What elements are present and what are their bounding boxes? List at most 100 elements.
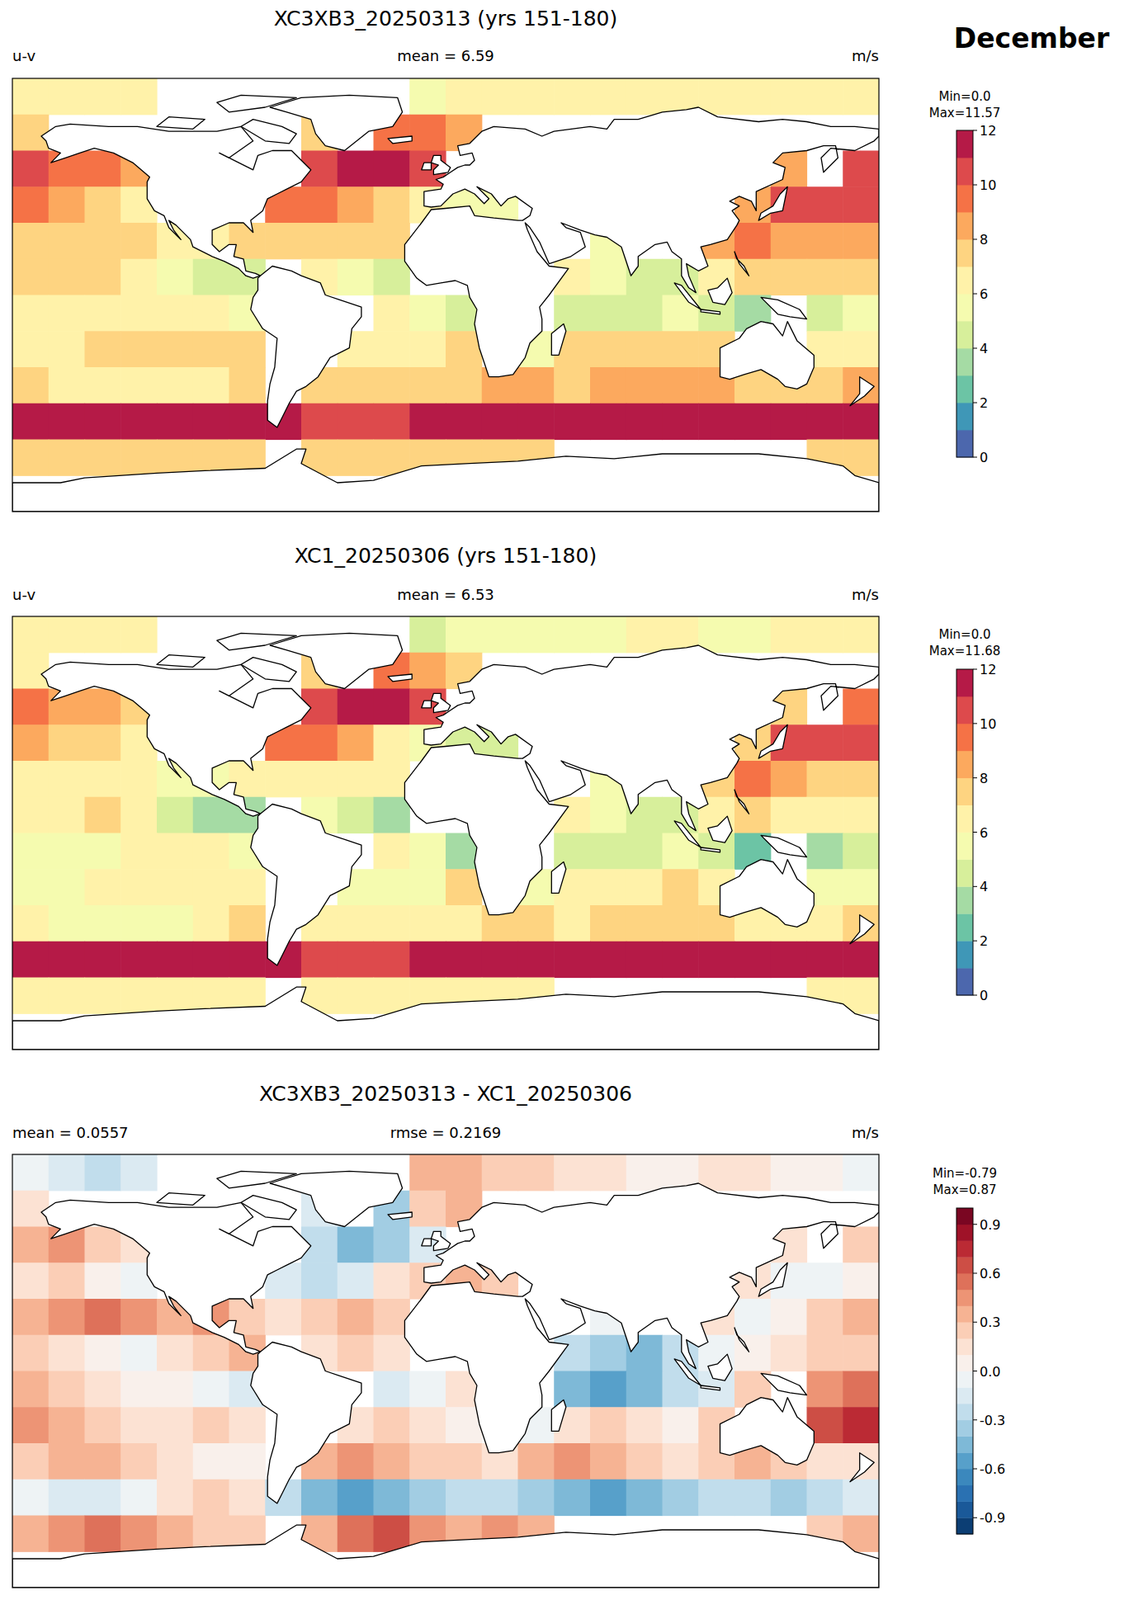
grid-cell [553, 295, 591, 332]
coastline [431, 155, 451, 175]
coastline [421, 700, 432, 709]
grid-cell [120, 1335, 157, 1372]
coastline [217, 632, 297, 650]
coastline [156, 1193, 205, 1206]
grid-cell [85, 151, 122, 188]
grid-cell [12, 616, 49, 653]
colorbar-band [956, 212, 973, 240]
colorbar-band [956, 321, 973, 349]
grid-cell [120, 760, 157, 798]
grid-cell [337, 1443, 374, 1480]
grid-cell [301, 222, 338, 260]
grid-cell [301, 760, 338, 798]
grid-cell [770, 222, 808, 260]
grid-cell [626, 1407, 663, 1444]
colorbar-frame [956, 669, 973, 996]
colorbar-band [956, 1306, 973, 1323]
grid-cell [842, 1371, 879, 1408]
plot-background [12, 1154, 879, 1588]
coastline [404, 107, 879, 378]
grid-cell [193, 1443, 230, 1480]
grid-cell [842, 259, 879, 296]
grid-cell [85, 833, 122, 870]
grid-cell [337, 1227, 374, 1264]
colorbar-tick [972, 1419, 978, 1421]
colorbar: 024681012Min=0.0Max=11.68 [929, 627, 1002, 1004]
coastline [551, 324, 567, 356]
colorbar-band [956, 750, 973, 779]
grid-cell [842, 295, 879, 332]
grid-cell [337, 1479, 374, 1517]
grid-cell [156, 439, 194, 477]
colorbar-tick-label: 2 [979, 933, 988, 950]
grid-cell [518, 78, 555, 115]
colorbar-band [956, 1224, 973, 1242]
grid-cell [48, 941, 86, 978]
colorbar-max: Max=11.57 [929, 105, 1002, 121]
grid-cell [662, 905, 700, 942]
grid-cell [807, 259, 844, 296]
grid-cell [770, 1154, 808, 1191]
grid-cell [120, 439, 157, 477]
colorbar-tick [972, 239, 978, 241]
grid-cell [193, 905, 230, 942]
colorbar-band [956, 1338, 973, 1356]
grid-cell [445, 1443, 482, 1480]
colorbar-tick [972, 886, 978, 888]
colorbar-max: Max=0.87 [933, 1182, 997, 1198]
grid-cell [770, 941, 808, 978]
grid-cell [12, 1154, 49, 1191]
grid-cell [445, 905, 482, 942]
grid-cell [590, 1335, 627, 1372]
grid-cell [626, 1443, 663, 1480]
colorbar-frame [956, 1208, 973, 1535]
grid-cell [626, 1371, 663, 1408]
grid-cell [193, 1479, 230, 1517]
grid-cell [85, 905, 122, 942]
grid-cell [734, 760, 771, 798]
grid-cell [409, 295, 446, 332]
coastline [734, 251, 750, 276]
map-panel: XC3XB3_20250313 (yrs 151-180)u-vmean = 6… [12, 6, 880, 512]
grid-cell [12, 259, 49, 296]
grid-cell [193, 1335, 230, 1372]
colorbar-band [956, 130, 973, 158]
grid-cell [373, 403, 411, 440]
colorbar-band [956, 184, 973, 213]
grid-cell [373, 1479, 411, 1517]
coastline [12, 448, 879, 512]
grid-cell [12, 114, 49, 152]
coastline [720, 321, 815, 390]
grid-cell [626, 78, 663, 115]
grid-cell [12, 367, 49, 404]
coastline [421, 1238, 432, 1247]
coastline [431, 1231, 451, 1251]
grid-cell [770, 797, 808, 834]
grid-cell [590, 833, 627, 870]
grid-cell [156, 1516, 194, 1553]
grid-cell [842, 1262, 879, 1299]
colorbar-band [956, 1452, 973, 1469]
grid-cell [337, 1335, 374, 1372]
grid-cell [48, 760, 86, 798]
grid-cell [373, 724, 411, 761]
grid-cell [409, 652, 446, 690]
grid-cell [48, 869, 86, 906]
grid-cell [445, 616, 482, 653]
grid-cell [337, 689, 374, 726]
grid-cell [48, 724, 86, 761]
grid-cell [337, 186, 374, 223]
grid-cell [553, 905, 591, 942]
grid-cell [85, 295, 122, 332]
coastline [250, 1342, 362, 1504]
grid-cell [12, 1407, 49, 1444]
grid-cell [770, 259, 808, 296]
grid-cell [12, 1262, 49, 1299]
grid-cell [193, 403, 230, 440]
grid-cell [12, 439, 49, 477]
grid-cell [518, 367, 555, 404]
grid-cell [807, 222, 844, 260]
coastline [421, 162, 432, 171]
grid-cell [156, 259, 194, 296]
grid-cell [409, 941, 446, 978]
